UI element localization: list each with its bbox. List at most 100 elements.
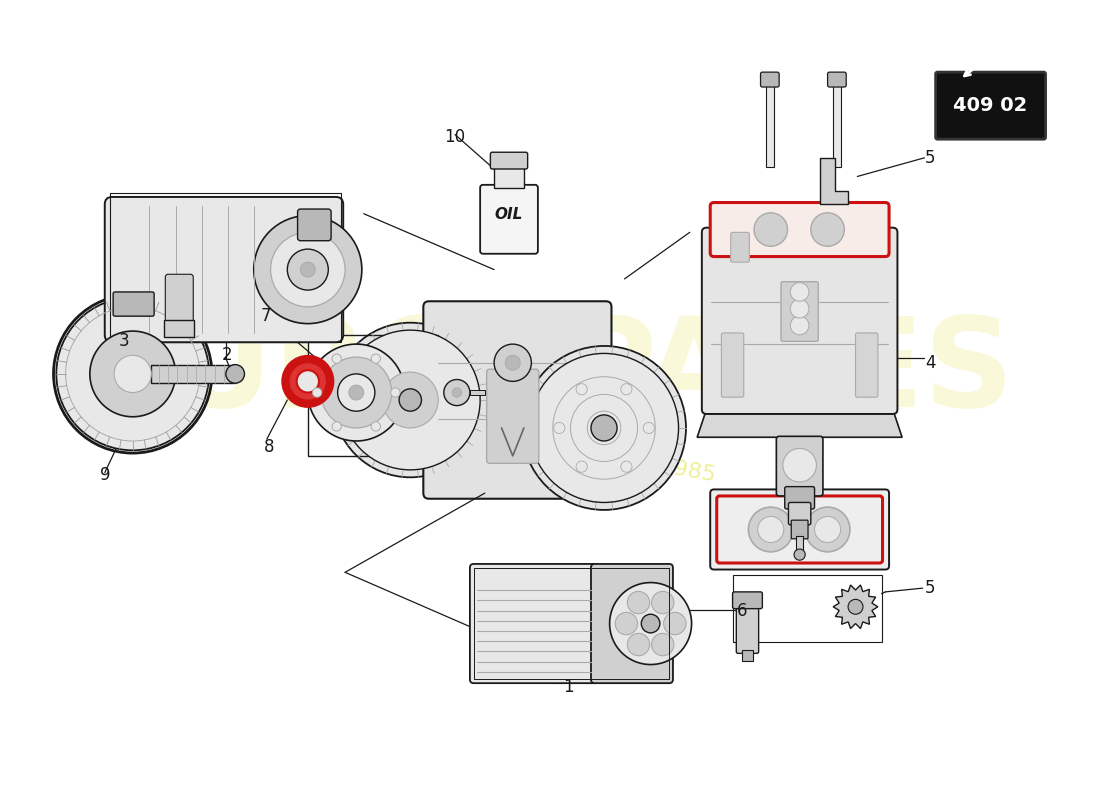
FancyBboxPatch shape xyxy=(936,72,1045,139)
Circle shape xyxy=(254,215,362,324)
Circle shape xyxy=(300,262,316,277)
Circle shape xyxy=(758,517,784,542)
Circle shape xyxy=(349,385,364,400)
Circle shape xyxy=(811,213,845,246)
Circle shape xyxy=(338,374,375,411)
Circle shape xyxy=(576,461,587,472)
Circle shape xyxy=(576,384,587,395)
Text: a passion for parts since 1985: a passion for parts since 1985 xyxy=(383,407,717,486)
Circle shape xyxy=(627,591,650,614)
Circle shape xyxy=(620,384,632,395)
Circle shape xyxy=(56,298,209,450)
FancyBboxPatch shape xyxy=(711,490,889,570)
Circle shape xyxy=(443,379,470,406)
FancyBboxPatch shape xyxy=(722,333,744,398)
Circle shape xyxy=(383,372,438,428)
Bar xyxy=(733,575,881,642)
FancyBboxPatch shape xyxy=(165,274,194,336)
FancyBboxPatch shape xyxy=(486,370,539,463)
Circle shape xyxy=(114,355,152,393)
Polygon shape xyxy=(697,410,902,438)
FancyBboxPatch shape xyxy=(856,333,878,398)
Text: EUROSPARES: EUROSPARES xyxy=(86,311,1014,433)
Bar xyxy=(474,568,669,679)
Bar xyxy=(741,650,754,661)
Circle shape xyxy=(529,354,679,502)
Circle shape xyxy=(494,344,531,382)
FancyBboxPatch shape xyxy=(760,72,779,87)
Circle shape xyxy=(333,322,487,478)
Circle shape xyxy=(663,612,686,634)
Circle shape xyxy=(754,213,788,246)
FancyBboxPatch shape xyxy=(702,228,898,414)
Circle shape xyxy=(332,422,341,431)
Circle shape xyxy=(226,365,244,383)
Text: 1: 1 xyxy=(563,678,574,696)
Bar xyxy=(833,83,840,167)
Circle shape xyxy=(783,449,816,482)
Circle shape xyxy=(90,331,176,417)
Circle shape xyxy=(790,299,808,318)
Bar xyxy=(110,194,341,342)
Text: 6: 6 xyxy=(737,602,747,621)
Bar xyxy=(164,320,195,337)
FancyBboxPatch shape xyxy=(777,436,823,496)
Bar xyxy=(470,390,485,395)
Circle shape xyxy=(308,344,405,441)
FancyBboxPatch shape xyxy=(781,282,818,342)
FancyBboxPatch shape xyxy=(298,209,331,241)
Circle shape xyxy=(390,388,400,398)
Bar xyxy=(494,167,524,188)
Text: 3: 3 xyxy=(119,332,130,350)
Text: 7: 7 xyxy=(261,307,271,325)
Circle shape xyxy=(286,359,330,404)
FancyBboxPatch shape xyxy=(784,486,814,509)
Circle shape xyxy=(790,316,808,334)
Text: OIL: OIL xyxy=(495,207,524,222)
Circle shape xyxy=(794,549,805,560)
FancyBboxPatch shape xyxy=(736,605,759,654)
Text: 5: 5 xyxy=(925,149,935,167)
Circle shape xyxy=(340,330,480,470)
FancyBboxPatch shape xyxy=(113,292,154,316)
Bar xyxy=(152,365,235,383)
Circle shape xyxy=(641,614,660,633)
FancyBboxPatch shape xyxy=(733,592,762,609)
Circle shape xyxy=(321,357,392,428)
Bar xyxy=(766,83,773,167)
FancyBboxPatch shape xyxy=(491,152,528,169)
FancyBboxPatch shape xyxy=(789,502,811,525)
Circle shape xyxy=(591,415,617,441)
Circle shape xyxy=(399,389,421,411)
Text: 5: 5 xyxy=(925,579,935,597)
Circle shape xyxy=(452,388,462,398)
Polygon shape xyxy=(821,158,848,204)
FancyBboxPatch shape xyxy=(104,197,343,342)
Polygon shape xyxy=(833,585,878,629)
Text: 10: 10 xyxy=(444,128,465,146)
FancyBboxPatch shape xyxy=(480,185,538,254)
Circle shape xyxy=(371,354,381,363)
Text: 9: 9 xyxy=(99,466,110,483)
Circle shape xyxy=(814,517,840,542)
FancyBboxPatch shape xyxy=(470,564,598,683)
FancyBboxPatch shape xyxy=(711,202,889,257)
Circle shape xyxy=(627,634,650,656)
Circle shape xyxy=(805,507,850,552)
Circle shape xyxy=(332,354,341,363)
FancyBboxPatch shape xyxy=(424,302,612,498)
Text: 409 02: 409 02 xyxy=(954,96,1027,115)
FancyBboxPatch shape xyxy=(591,564,673,683)
Circle shape xyxy=(297,370,319,393)
Bar xyxy=(796,536,803,553)
Circle shape xyxy=(271,232,345,307)
Circle shape xyxy=(620,461,632,472)
Circle shape xyxy=(615,612,638,634)
Circle shape xyxy=(790,282,808,302)
Circle shape xyxy=(651,591,674,614)
Circle shape xyxy=(553,422,565,434)
Text: 8: 8 xyxy=(263,438,274,455)
Circle shape xyxy=(312,388,322,398)
FancyBboxPatch shape xyxy=(791,520,808,538)
Text: 2: 2 xyxy=(221,346,232,364)
